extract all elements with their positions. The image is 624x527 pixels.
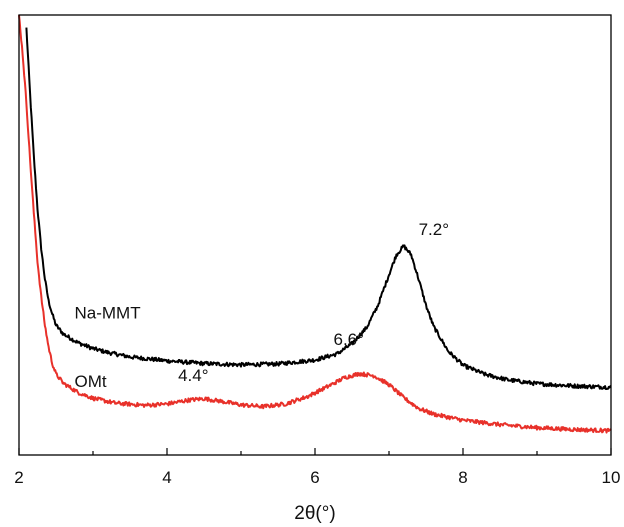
- x-tick-label: 10: [602, 468, 621, 487]
- x-axis-label: 2θ(°): [294, 503, 335, 524]
- x-tick-label: 6: [310, 468, 319, 487]
- peak-annotation: 6.6°: [334, 330, 364, 349]
- series-line-omt: [18, 14, 612, 434]
- labels-layer: 2 4 6 8 10 Na-MMT OMt 7.2° 6.6° 4.4°: [14, 220, 620, 487]
- x-tick-label: 2: [14, 468, 23, 487]
- series-label-na-mmt: Na-MMT: [75, 304, 141, 323]
- series-label-omt: OMt: [75, 372, 107, 391]
- x-tick-label: 8: [458, 468, 467, 487]
- series-layer: [18, 14, 612, 434]
- peak-annotation: 4.4°: [178, 366, 208, 385]
- series-line-na-mmt: [25, 27, 612, 391]
- peak-annotation: 7.2°: [419, 220, 449, 239]
- ticks-layer: [18, 448, 612, 455]
- x-tick-label: 4: [162, 468, 171, 487]
